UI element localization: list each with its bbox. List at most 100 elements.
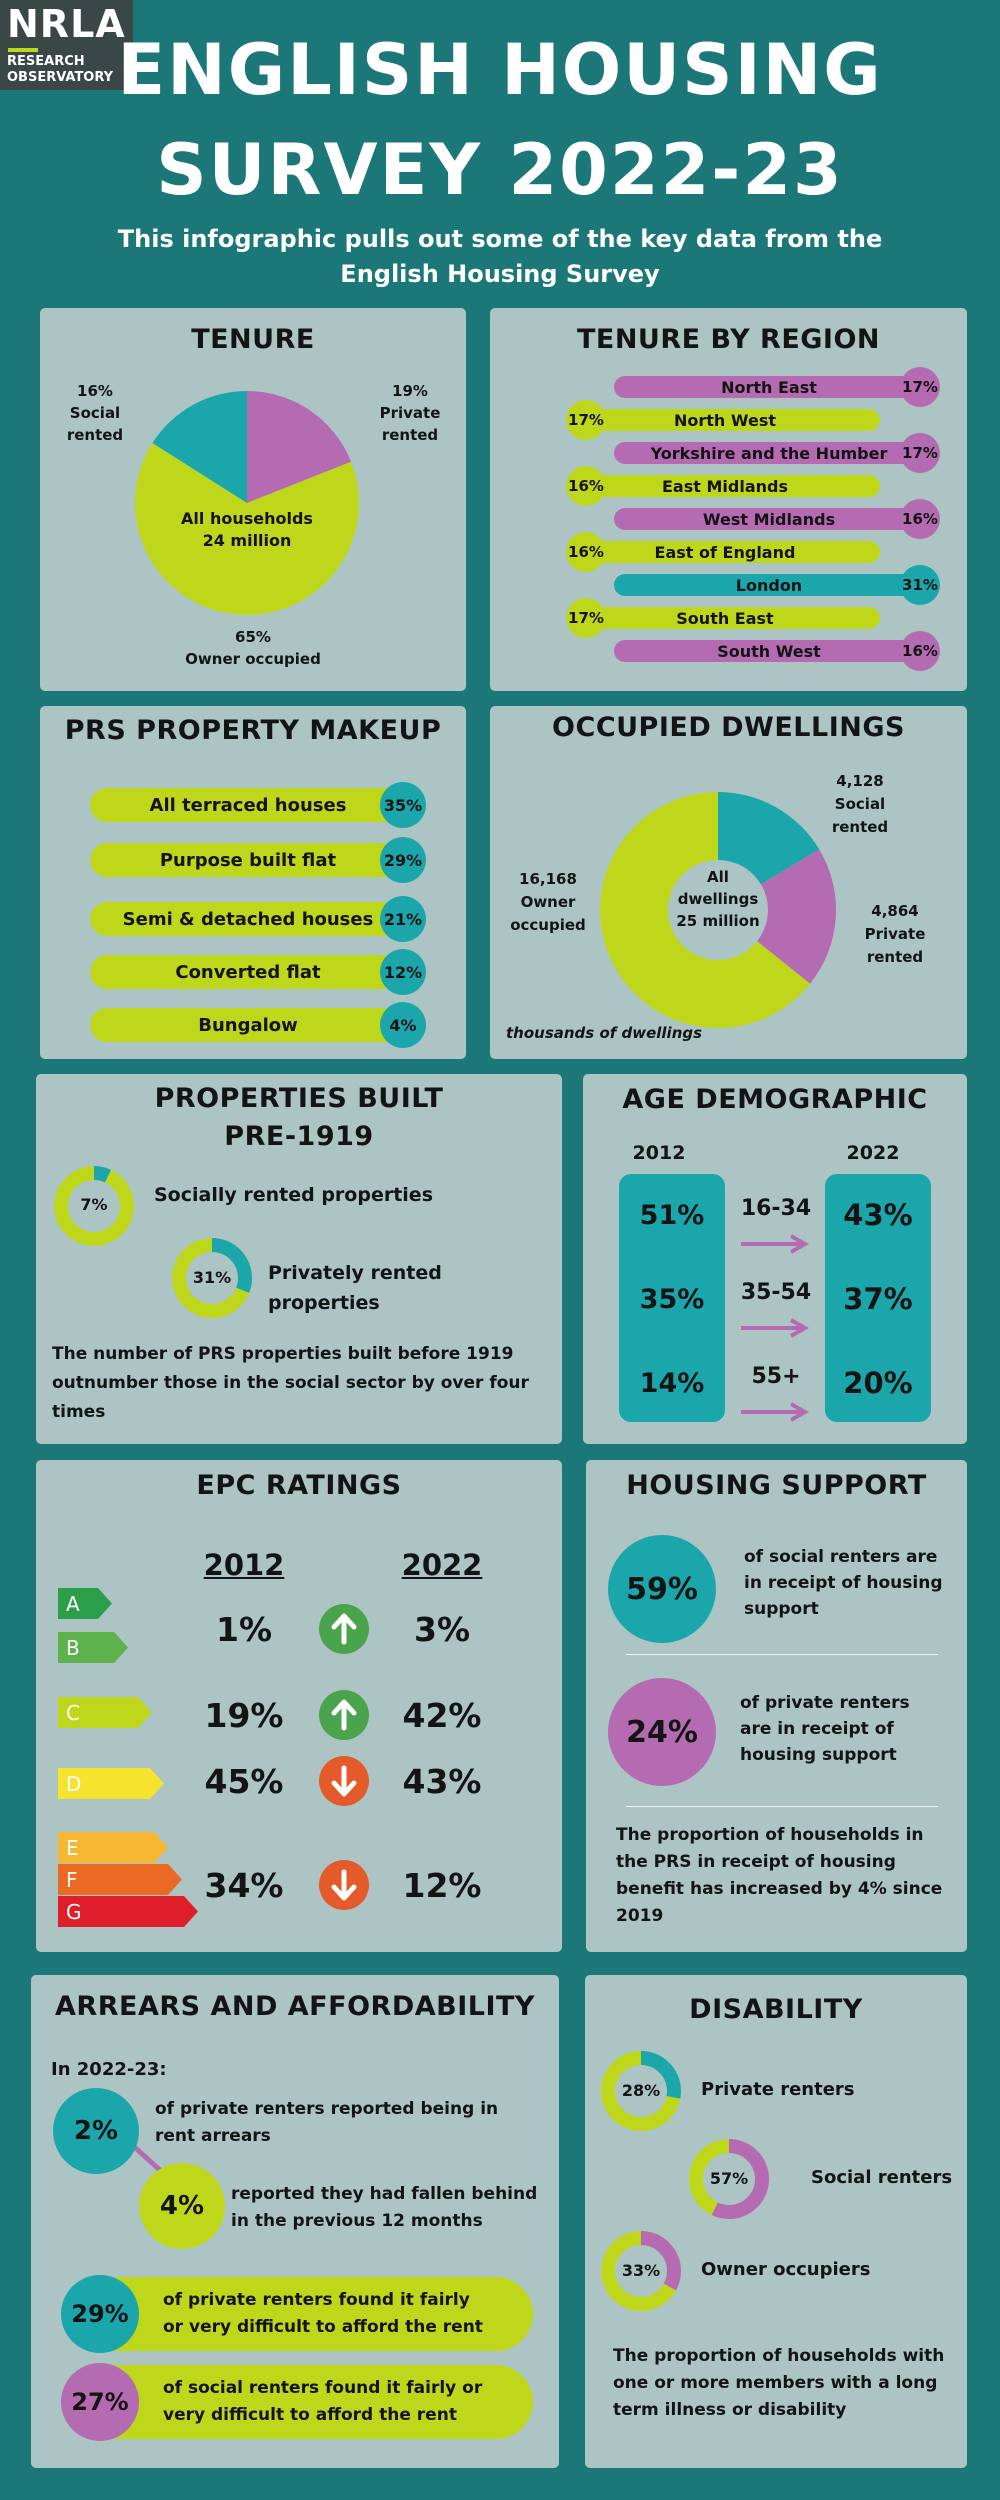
arrears-d-circle: 27% bbox=[61, 2363, 139, 2441]
tenure-private-pct: 19% bbox=[392, 382, 428, 400]
epc-value-2012: 1% bbox=[215, 1610, 273, 1649]
prs-item-value: 12% bbox=[380, 949, 426, 995]
pre1919-title: PROPERTIES BUILT PRE-1919 bbox=[36, 1080, 562, 1156]
age-arrow-icon bbox=[741, 1318, 810, 1338]
occupied-private-l1: Private bbox=[864, 925, 926, 943]
age-value-2022: 37% bbox=[843, 1282, 913, 1316]
age-year-b: 2022 bbox=[846, 1142, 900, 1164]
age-col-2012 bbox=[619, 1174, 725, 1422]
region-value: 17% bbox=[566, 400, 606, 440]
prs-item-value: 4% bbox=[380, 1002, 426, 1048]
tenure-social-l1: Social bbox=[69, 404, 121, 422]
age-value-2012: 14% bbox=[639, 1368, 705, 1399]
support-note-l4: 2019 bbox=[616, 1906, 664, 1926]
occupied-social-l1: Social bbox=[834, 795, 886, 813]
arrow-up-glyph bbox=[331, 1699, 357, 1731]
arrears-a-l1: of private renters reported being in bbox=[155, 2099, 499, 2119]
tenure-slice-private bbox=[247, 391, 352, 503]
epc-band-c: C bbox=[58, 1697, 152, 1728]
logo-line2: OBSERVATORY bbox=[7, 70, 114, 85]
arrow-up-head bbox=[331, 1613, 357, 1630]
age-band-label: 55+ bbox=[751, 1364, 801, 1389]
occupied-donut bbox=[600, 792, 836, 1028]
region-bar: West Midlands bbox=[614, 508, 924, 530]
region-name: East of England bbox=[654, 542, 796, 562]
arrow-down-glyph bbox=[331, 1869, 357, 1901]
tenure-private-l2: rented bbox=[381, 426, 439, 444]
tenure-center-line2: 24 million bbox=[202, 531, 292, 550]
age-arrow-icon bbox=[741, 1234, 810, 1254]
region-bar: East of England bbox=[570, 541, 880, 563]
age-demographic-panel: AGE DEMOGRAPHIC 2012 2022 51% 43% 16-34 35%… bbox=[583, 1074, 967, 1444]
age-value-2022: 20% bbox=[843, 1366, 913, 1400]
arrow-down-icon bbox=[319, 1756, 369, 1806]
support-note-l1: The proportion of households in bbox=[616, 1825, 924, 1845]
tenure-center-label: All households 24 million bbox=[132, 508, 362, 552]
occupied-private-label: 4,864 Private rented bbox=[845, 900, 945, 969]
arrears-d-l1: of social renters found it fairly or bbox=[163, 2378, 483, 2398]
arrow-down-icon bbox=[319, 1860, 369, 1910]
age-title: AGE DEMOGRAPHIC bbox=[622, 1084, 928, 1115]
occupied-dwellings-panel: OCCUPIED DWELLINGS All dwellings 25 mill… bbox=[490, 706, 967, 1059]
pre1919-note-l2: outnumber those in the social sector by … bbox=[52, 1373, 529, 1393]
prs-item-value: 29% bbox=[380, 837, 426, 883]
region-name: West Midlands bbox=[702, 509, 836, 529]
epc-value-2022: 43% bbox=[402, 1762, 482, 1801]
pre1919-private-l1: Privately rented bbox=[268, 1262, 442, 1284]
arrears-d-pill bbox=[71, 2365, 533, 2439]
prs-item-value: 21% bbox=[380, 896, 426, 942]
prs-makeup-title: PRS PROPERTY MAKEUP bbox=[64, 715, 442, 746]
region-value: 16% bbox=[900, 499, 940, 539]
occupied-private-l2: rented bbox=[866, 948, 924, 966]
support-private-l3: housing support bbox=[740, 1745, 897, 1765]
epc-year-a: 2012 bbox=[203, 1548, 285, 1582]
prs-item-name: Bungalow bbox=[198, 1014, 298, 1036]
tenure-by-region-title: TENURE BY REGION bbox=[576, 324, 881, 355]
epc-value-2022: 42% bbox=[402, 1696, 482, 1735]
pre1919-social-pct: 7% bbox=[80, 1195, 108, 1214]
arrears-c-pill bbox=[71, 2277, 533, 2351]
occupied-private-value: 4,864 bbox=[871, 902, 919, 920]
arrears-b-text: reported they had fallen behind in the p… bbox=[231, 2181, 537, 2235]
epc-value-2012: 19% bbox=[204, 1696, 284, 1735]
region-bar: East Midlands bbox=[570, 475, 880, 497]
support-private-l2: are in receipt of bbox=[740, 1719, 894, 1739]
tenure-social-l2: rented bbox=[66, 426, 124, 444]
epc-value-2012: 34% bbox=[204, 1866, 284, 1905]
disability-pct: 33% bbox=[621, 2261, 661, 2280]
occupied-social-l2: rented bbox=[831, 818, 889, 836]
support-note-l2: the PRS in receipt of housing bbox=[616, 1852, 896, 1872]
logo-line1: RESEARCH bbox=[7, 54, 85, 69]
pre1919-note: The number of PRS properties built befor… bbox=[52, 1340, 529, 1427]
region-bar: South West bbox=[614, 640, 924, 662]
arrears-panel: ARREARS AND AFFORDABILITY In 2022-23: 2%… bbox=[31, 1975, 559, 2468]
region-value: 16% bbox=[566, 466, 606, 506]
pre1919-private-label: Privately rented properties bbox=[268, 1258, 442, 1318]
disability-donut bbox=[689, 2139, 769, 2219]
housing-support-panel: HOUSING SUPPORT 59% of social renters ar… bbox=[586, 1460, 967, 1952]
subtitle-line1: This infographic pulls out some of the k… bbox=[117, 225, 883, 253]
disability-donut bbox=[601, 2051, 681, 2131]
arrow-up-head bbox=[331, 1699, 357, 1716]
region-value: 16% bbox=[900, 631, 940, 671]
occupied-note: thousands of dwellings bbox=[506, 1024, 703, 1042]
region-bar: North West bbox=[570, 409, 880, 431]
epc-value-2012: 45% bbox=[204, 1762, 284, 1801]
disability-note-l1: The proportion of households with bbox=[613, 2346, 945, 2366]
occupied-center-l1: All bbox=[707, 868, 729, 886]
pre1919-title-l1: PROPERTIES BUILT bbox=[154, 1083, 444, 1114]
arrears-c-text: of private renters found it fairly or ve… bbox=[163, 2287, 483, 2341]
support-divider-2 bbox=[626, 1806, 938, 1807]
region-name: South West bbox=[717, 641, 821, 661]
arrears-d-text: of social renters found it fairly or ver… bbox=[163, 2375, 482, 2429]
region-name: North West bbox=[674, 410, 776, 430]
region-bar: North East bbox=[614, 376, 924, 398]
arrears-a-circle: 2% bbox=[53, 2088, 139, 2174]
support-social-text: of social renters are in receipt of hous… bbox=[744, 1544, 943, 1622]
region-bar: Yorkshire and the Humber bbox=[614, 442, 924, 464]
occupied-dwellings-title: OCCUPIED DWELLINGS bbox=[552, 712, 905, 743]
disability-note-l2: one or more members with a long bbox=[613, 2373, 938, 2393]
tenure-slice-owner bbox=[135, 442, 359, 615]
tenure-by-region-panel: TENURE BY REGION North East 17% North West… bbox=[490, 308, 967, 691]
region-value: 17% bbox=[566, 598, 606, 638]
